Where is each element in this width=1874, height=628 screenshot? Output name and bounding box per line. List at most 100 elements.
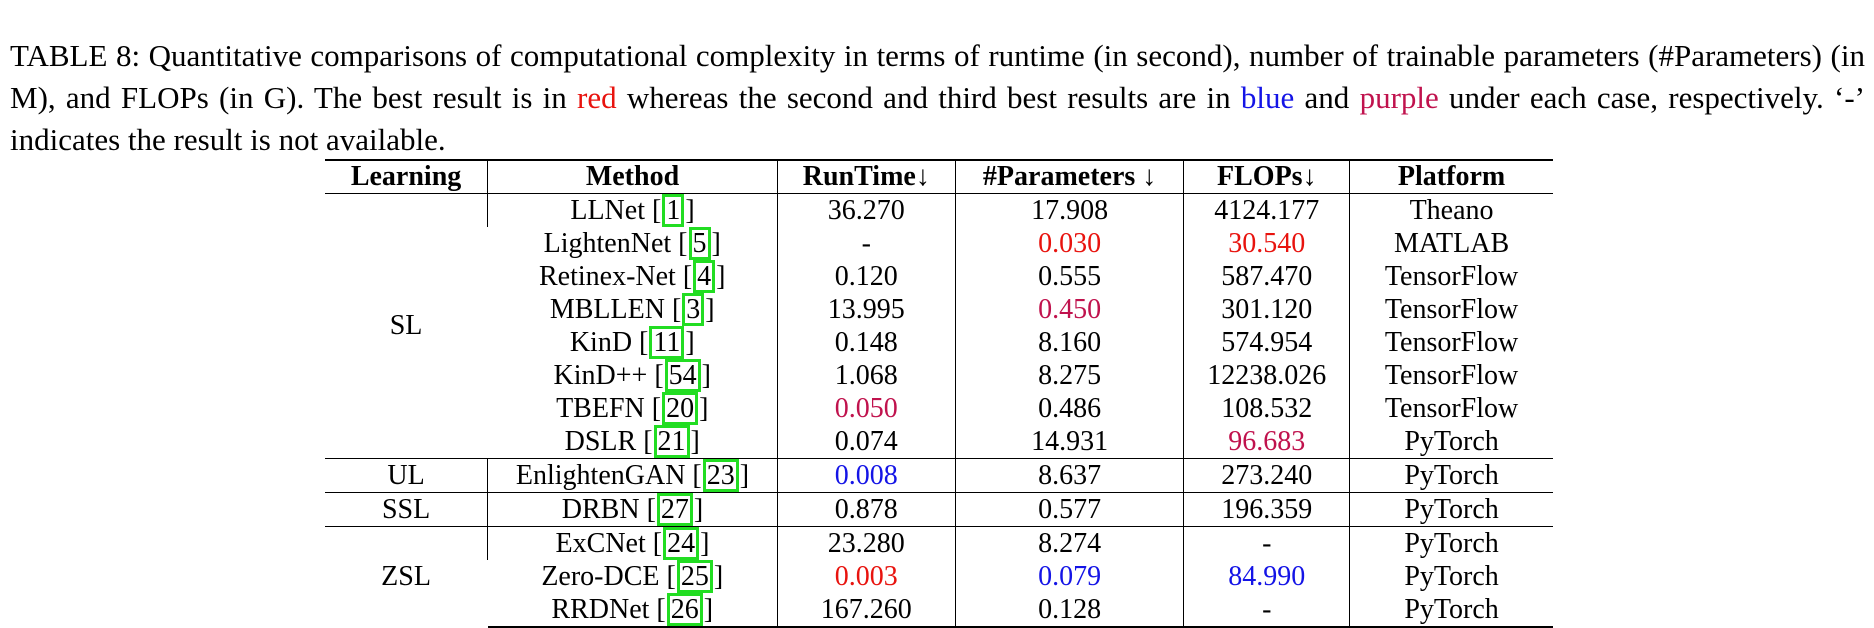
table-row: SL LLNet [1] 36.270 17.908 4124.177 Theano [325,193,1553,341]
citation-link[interactable]: 24 [663,527,700,560]
platform-cell: PyTorch [1349,526,1553,560]
parameters-cell: 17.908 [954,193,1184,227]
method-name: Zero-DCE [541,561,660,592]
caption-text-4: under each case, respectively. ‘-’ indic… [10,80,1865,157]
method-cell: MBLLEN [3] [549,293,715,326]
method-cell: Zero-DCE [25] [541,560,724,593]
platform-cell: PyTorch [1349,425,1553,459]
method-name: LightenNet [543,228,672,259]
runtime-cell: 23.280 [776,526,956,560]
citation-link[interactable]: 11 [649,326,685,359]
platform-cell: Theano [1349,193,1553,227]
flops-cell: - [1183,593,1350,628]
citation-link[interactable]: 23 [702,459,739,492]
citation-link[interactable]: 21 [653,425,690,458]
caption-purple-word: purple [1359,80,1439,115]
table-row: KinD [11] 0.148 8.160 574.954 TensorFlow [325,326,1553,359]
method-cell: DSLR [21] [564,425,700,458]
method-cell: TBEFN [20] [556,392,709,425]
platform-cell: TensorFlow [1349,326,1553,359]
method-name: KinD++ [553,360,648,391]
citation-link[interactable]: 27 [656,493,693,526]
table-row: ZSL ExCNet [24] 23.280 8.274- PyTorch [325,526,1553,627]
citation-link[interactable]: 54 [664,359,701,392]
header-method: Method [487,159,778,194]
flops-cell: 574.954 [1183,326,1350,359]
platform-cell: TensorFlow [1349,392,1553,425]
table-row: SSL DRBN [27] 0.878 0.577 196.359 PyTorch [325,492,1553,527]
citation-link[interactable]: 3 [682,293,705,326]
table-row: DSLR [21] 0.074 14.931 96.683 PyTorch [325,425,1553,459]
flops-cell: 12238.026 [1183,359,1350,392]
table-row: UL EnlightenGAN [23] 0.008 8.637 273.240 PyTo… [325,458,1553,493]
citation-link[interactable]: 25 [676,560,713,593]
runtime-cell: 1.068 [776,359,956,392]
citation-link[interactable]: 20 [662,392,699,425]
caption-red-word: red [577,80,617,115]
caption-text-2: whereas the second and third best result… [616,80,1241,115]
table-body: SL LLNet [1] 36.270 17.908 4124.177 Theano Lig… [325,193,1553,628]
header-runtime: RunTime↓ [776,159,956,194]
platform-cell: PyTorch [1349,593,1553,628]
citation-link[interactable]: 26 [666,593,703,626]
method-name: EnlightenGAN [515,460,686,491]
method-name: Retinex-Net [538,261,676,292]
citation-link[interactable]: 1 [662,194,685,227]
runtime-cell: 0.148 [776,326,956,359]
method-name: TBEFN [556,393,645,424]
table-row: RRDNet [26] 167.260 0.128- PyTorch [325,593,1553,628]
method-name: RRDNet [551,594,650,625]
parameters-cell: 0.486 [954,392,1184,425]
learning-cell: SL [389,310,423,341]
parameters-cell: 8.637 [954,458,1184,493]
parameters-cell: 0.030 [954,227,1184,260]
table-header-row: Learning Method RunTime↓ #Parameters ↓ F… [325,159,1553,194]
platform-cell: TensorFlow [1349,260,1553,293]
parameters-cell: 8.274 [954,526,1184,560]
parameters-cell: 0.555 [954,260,1184,293]
method-name: DSLR [564,426,637,457]
runtime-cell: - [776,227,956,260]
platform-cell: PyTorch [1349,560,1553,593]
parameters-cell: 0.450 [954,293,1184,326]
learning-cell: SSL [325,492,488,527]
table-row: Retinex-Net [4] 0.120 0.555 587.470 TensorFl… [325,260,1553,293]
citation-link[interactable]: 4 [693,260,716,293]
caption-text-3: and [1294,80,1360,115]
platform-cell: PyTorch [1349,458,1553,493]
runtime-cell: 0.003 [776,560,956,593]
flops-cell: 4124.177 [1183,193,1350,227]
platform-cell: PyTorch [1349,492,1553,527]
table-row: TBEFN [20] 0.050 0.486 108.532 TensorFlow [325,392,1553,425]
flops-cell: 30.540 [1183,227,1350,260]
method-cell: RRDNet [26] [487,593,778,628]
citation-link[interactable]: 5 [688,227,711,260]
method-cell: KinD++ [54] [553,359,711,392]
flops-cell: 196.359 [1183,492,1350,527]
header-parameters: #Parameters ↓ [954,159,1184,194]
flops-cell: 273.240 [1183,458,1350,493]
flops-cell: 108.532 [1183,392,1350,425]
runtime-cell: 0.008 [776,458,956,493]
runtime-cell: 0.878 [776,492,956,527]
method-name: MBLLEN [549,294,665,325]
method-cell: KinD [11] [569,326,695,359]
method-cell: ExCNet [24] [487,526,778,560]
method-name: LLNet [570,195,645,226]
header-flops: FLOPs↓ [1183,159,1350,194]
method-cell: EnlightenGAN [23] [487,458,778,493]
parameters-cell: 0.079 [954,560,1184,593]
flops-cell: 84.990 [1183,560,1350,593]
flops-cell: 96.683 [1183,425,1350,459]
method-name: ExCNet [555,528,646,559]
table-caption: TABLE 8: Quantitative comparisons of com… [10,35,1865,161]
runtime-cell: 36.270 [776,193,956,227]
flops-cell: 587.470 [1183,260,1350,293]
header-platform: Platform [1349,159,1553,194]
parameters-cell: 14.931 [954,425,1184,459]
table-row: MBLLEN [3] 13.995 0.450 301.120 TensorFlow [325,293,1553,326]
method-cell: Retinex-Net [4] [538,260,726,293]
table-row: LightenNet [5] -0.030 30.540 MATLAB [325,227,1553,260]
platform-cell: TensorFlow [1349,293,1553,326]
platform-cell: MATLAB [1349,227,1553,260]
